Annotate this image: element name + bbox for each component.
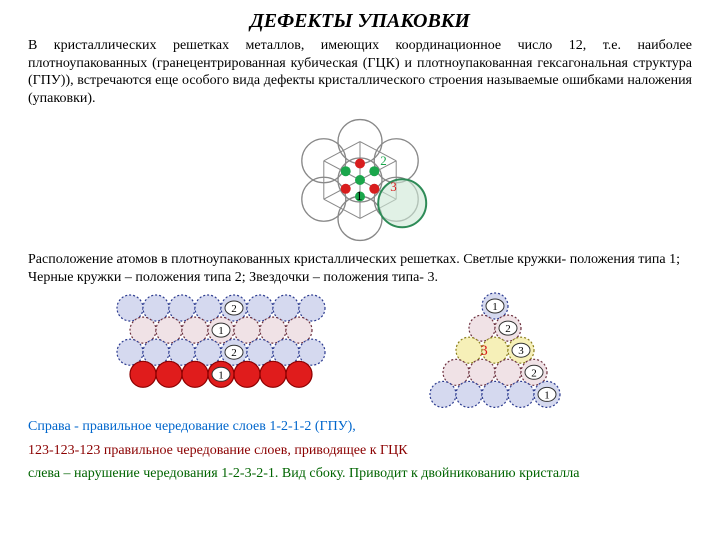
svg-text:1: 1 xyxy=(218,325,224,337)
left-stack: 2121 xyxy=(110,292,340,397)
svg-text:3: 3 xyxy=(390,179,397,194)
svg-text:2: 2 xyxy=(231,347,237,359)
intro-paragraph: В кристаллических решетках металлов, име… xyxy=(28,37,692,107)
line-blue: Справа - правильное чередование слоев 1-… xyxy=(28,418,692,436)
svg-text:1: 1 xyxy=(356,188,363,203)
svg-text:3: 3 xyxy=(480,343,488,359)
svg-text:2: 2 xyxy=(231,303,237,315)
svg-text:1: 1 xyxy=(492,301,498,313)
line-red: 123-123-123 правильное чередование слоев… xyxy=(28,442,692,460)
svg-text:2: 2 xyxy=(380,153,387,168)
svg-text:3: 3 xyxy=(518,345,524,357)
figure-row: 2121 123321 xyxy=(28,292,692,412)
right-pyramid: 123321 xyxy=(380,292,610,412)
page-title: ДЕФЕКТЫ УПАКОВКИ xyxy=(28,10,692,33)
svg-text:2: 2 xyxy=(531,367,537,379)
line-green: слева – нарушение чередования 1-2-3-2-1.… xyxy=(28,465,692,483)
packing-diagram: 1 23 xyxy=(245,115,475,245)
caption-1: Расположение атомов в плотноупакованных … xyxy=(28,251,692,286)
svg-text:1: 1 xyxy=(544,389,550,401)
svg-text:1: 1 xyxy=(218,369,224,381)
svg-text:2: 2 xyxy=(505,323,511,335)
figure-top: 1 23 xyxy=(28,115,692,245)
